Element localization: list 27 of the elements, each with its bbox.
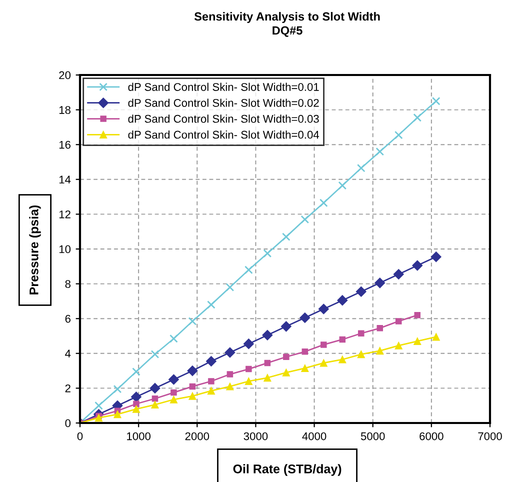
y-tick-label: 6	[65, 314, 70, 323]
y-tick-label: 0	[65, 419, 71, 428]
chart-subtitle: DQ#5	[272, 26, 302, 37]
legend-label: dP Sand Control Skin- Slot Width=0.03	[128, 114, 319, 123]
legend-label: dP Sand Control Skin- Slot Width=0.02	[128, 98, 319, 107]
y-tick-label: 20	[59, 71, 71, 80]
x-tick-label: 7000	[478, 432, 502, 440]
x-tick-label: 0	[77, 432, 83, 440]
x-tick-label: 5000	[360, 432, 385, 440]
y-tick-label: 8	[65, 280, 70, 288]
x-tick-label: 6000	[420, 432, 444, 440]
x-axis-title: Oil Rate (STB/day)	[233, 464, 342, 476]
y-tick-label: 14	[59, 176, 71, 184]
legend-label: dP Sand Control Skin- Slot Width=0.01	[128, 82, 319, 91]
y-tick-label: 4	[65, 350, 71, 358]
x-tick-label: 2000	[185, 432, 210, 440]
y-axis-title: Pressure (psia)	[29, 205, 41, 294]
y-tick-label: 10	[59, 245, 71, 254]
chart-title: Sensitivity Analysis to Slot Width	[194, 12, 380, 24]
legend-label: dP Sand Control Skin- Slot Width=0.04	[128, 130, 320, 139]
x-tick-label: 4000	[302, 432, 326, 440]
x-tick-label: 1000	[127, 432, 150, 440]
y-tick-label: 12	[59, 210, 70, 218]
y-tick-label: 2	[65, 384, 70, 392]
y-tick-label: 16	[59, 140, 70, 149]
y-tick-label: 18	[59, 106, 70, 114]
x-tick-label: 3000	[244, 432, 268, 440]
